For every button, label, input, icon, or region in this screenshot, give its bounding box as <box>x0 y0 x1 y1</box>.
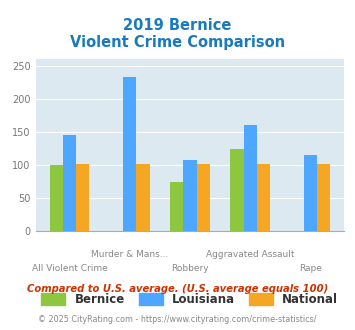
Bar <box>170 182 183 231</box>
Bar <box>76 164 89 231</box>
Text: 2019 Bernice: 2019 Bernice <box>123 18 232 33</box>
Bar <box>50 165 63 231</box>
Bar <box>230 148 244 231</box>
Bar <box>197 164 210 231</box>
Bar <box>317 164 330 231</box>
Text: Violent Crime Comparison: Violent Crime Comparison <box>70 35 285 50</box>
Bar <box>123 77 136 231</box>
Text: Murder & Mans...: Murder & Mans... <box>91 250 168 259</box>
Text: All Violent Crime: All Violent Crime <box>32 264 107 273</box>
Bar <box>63 135 76 231</box>
Bar <box>304 155 317 231</box>
Bar <box>136 164 149 231</box>
Text: Rape: Rape <box>299 264 322 273</box>
Bar <box>257 164 270 231</box>
Bar <box>244 125 257 231</box>
Bar <box>183 160 197 231</box>
Text: Robbery: Robbery <box>171 264 209 273</box>
Legend: Bernice, Louisiana, National: Bernice, Louisiana, National <box>37 288 343 311</box>
Text: © 2025 CityRating.com - https://www.cityrating.com/crime-statistics/: © 2025 CityRating.com - https://www.city… <box>38 315 317 324</box>
Text: Aggravated Assault: Aggravated Assault <box>206 250 294 259</box>
Text: Compared to U.S. average. (U.S. average equals 100): Compared to U.S. average. (U.S. average … <box>27 284 328 294</box>
